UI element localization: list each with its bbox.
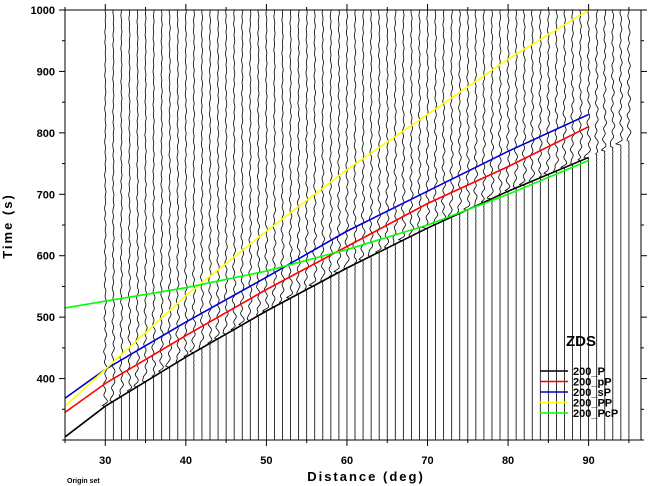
- phase-curve-200_PP: [64, 9, 590, 407]
- x-tick-label: 50: [260, 455, 272, 467]
- seismogram-trace: [456, 9, 462, 440]
- x-tick-label: 80: [502, 455, 514, 467]
- phase-curve-200_pP: [64, 125, 589, 414]
- seismogram-trace: [308, 9, 318, 440]
- seismogram-trace: [238, 9, 245, 440]
- seismogram-trace: [207, 9, 213, 440]
- x-tick-label: 70: [421, 455, 433, 467]
- seismogram-trace: [441, 9, 447, 440]
- seismogram-trace: [528, 9, 535, 440]
- seismogram-trace: [480, 9, 487, 440]
- legend-label: 200_pP: [573, 377, 612, 389]
- seismogram-trace: [296, 9, 301, 440]
- seismogram-trace: [352, 9, 358, 440]
- y-axis-ticks: 400 500 600 700 800 900 1000: [31, 5, 647, 441]
- seismogram-trace: [504, 9, 511, 440]
- y-axis-label: Time (s): [0, 193, 15, 259]
- legend-label: 200_P: [573, 366, 605, 378]
- phase-curve-200_sP: [64, 113, 589, 399]
- x-axis-ticks: 30 40 50 60 70 80 90: [64, 4, 630, 467]
- seismogram-trace: [614, 9, 624, 440]
- phase-curve-200_PcP: [64, 159, 589, 309]
- seismogram-trace: [183, 9, 189, 440]
- legend-label: 200_sP: [573, 387, 611, 399]
- seismogram-trace: [594, 9, 599, 440]
- seismogram-trace: [189, 9, 197, 440]
- seismogram-trace: [417, 9, 422, 440]
- seismogram-trace: [367, 9, 374, 440]
- seismogram-trace: [473, 9, 478, 440]
- seismogram-trace: [462, 9, 471, 440]
- seismogram-trace: [570, 9, 575, 440]
- seismogram-trace: [285, 9, 293, 440]
- seismogram-trace: [320, 9, 326, 440]
- seismogram-trace: [486, 9, 495, 440]
- seismogram-trace: [626, 9, 632, 440]
- seismogram-trace: [101, 9, 108, 440]
- seismogram-trace: [518, 9, 527, 440]
- seismogram-trace: [133, 9, 140, 440]
- x-tick-label: 60: [341, 455, 353, 467]
- seismogram-trace: [333, 9, 342, 440]
- seismogram-trace: [513, 9, 519, 440]
- seismogram-trace: [142, 9, 148, 440]
- seismogram-trace: [278, 9, 285, 440]
- y-tick-label: 900: [37, 66, 55, 78]
- legend-label: 200_PcP: [573, 408, 618, 420]
- seismogram-trace: [397, 9, 406, 440]
- footnote: Origin set: [67, 478, 100, 485]
- y-tick-label: 500: [37, 312, 55, 324]
- y-tick-label: 1000: [31, 5, 55, 17]
- seismogram-trace: [213, 9, 221, 440]
- plot-frame: [64, 9, 642, 441]
- seismogram-trace: [126, 9, 133, 440]
- seismogram-trace: [230, 9, 237, 440]
- seismogram-trace: [358, 9, 366, 440]
- seismogram-trace: [303, 9, 310, 440]
- seismogram-trace: [408, 9, 414, 440]
- seismogram-trace: [109, 9, 116, 440]
- seismogram-trace: [600, 9, 607, 440]
- seismogram-trace: [447, 9, 454, 440]
- seismogram-trace: [537, 9, 543, 440]
- y-tick-label: 700: [37, 189, 55, 201]
- seismogram-trace: [222, 9, 229, 440]
- phase-curves: [64, 9, 590, 438]
- seismogram-trace: [583, 9, 591, 440]
- seismogram-trace: [374, 9, 382, 440]
- seismogram-trace: [151, 9, 156, 440]
- seismogram-trace: [118, 9, 124, 440]
- seismogram-trace: [198, 9, 205, 440]
- seismogram-trace: [577, 9, 583, 440]
- x-tick-label: 30: [99, 455, 111, 467]
- seismogram-trace: [157, 9, 164, 440]
- seismogram-trace: [165, 9, 173, 440]
- x-tick-label: 90: [583, 455, 595, 467]
- seismogram-trace: [497, 9, 503, 440]
- seismogram-trace: [553, 9, 559, 440]
- y-tick-label: 400: [37, 374, 55, 386]
- x-tick-label: 40: [180, 455, 192, 467]
- seismogram-trace: [175, 9, 181, 440]
- seismogram-trace: [328, 9, 333, 440]
- seismogram-traces: [101, 9, 632, 440]
- phase-curve-200_P: [64, 156, 589, 438]
- seismogram-trace: [246, 9, 253, 440]
- seismogram-trace: [255, 10, 261, 440]
- seismogram-trace: [610, 9, 616, 440]
- seismogram-trace: [261, 9, 270, 440]
- seismogram-trace: [560, 9, 568, 440]
- seismogram-trace: [543, 9, 551, 440]
- legend-label: 200_PP: [573, 398, 612, 410]
- y-tick-label: 800: [37, 128, 55, 140]
- y-tick-label: 600: [37, 251, 55, 263]
- seismogram-trace: [392, 9, 398, 440]
- legend-title: ZDS: [566, 333, 596, 350]
- seismogram-trace: [343, 9, 350, 440]
- x-axis-label: Distance (deg): [307, 469, 425, 484]
- plot-border: [64, 9, 642, 441]
